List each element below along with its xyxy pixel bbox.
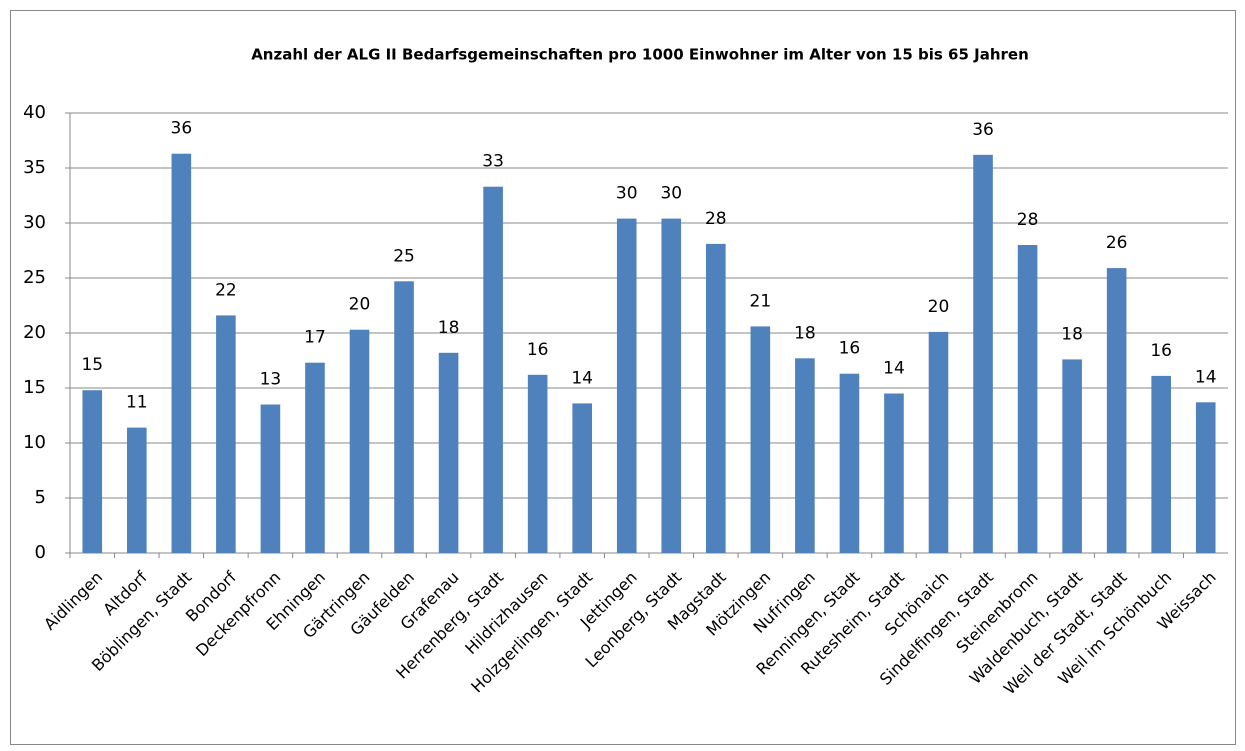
value-label: 14 [883, 359, 905, 379]
value-label: 17 [304, 328, 326, 348]
bar [483, 186, 503, 553]
bar [839, 373, 860, 553]
value-label: 14 [571, 368, 593, 388]
y-tick-label: 30 [23, 212, 46, 233]
value-label: 18 [794, 323, 816, 343]
value-label: 25 [393, 246, 415, 266]
value-label: 13 [260, 370, 282, 390]
bar [795, 358, 815, 553]
bar [572, 403, 592, 553]
bar [1151, 375, 1171, 553]
bar [661, 218, 682, 553]
y-tick-label: 10 [23, 432, 46, 453]
y-tick-label: 5 [35, 487, 46, 508]
value-label: 18 [438, 318, 460, 338]
value-label: 30 [660, 184, 682, 204]
bar [305, 362, 325, 553]
y-tick-label: 20 [23, 322, 46, 343]
bar [1062, 359, 1082, 553]
value-label: 21 [750, 291, 772, 311]
value-label: 14 [1195, 367, 1217, 387]
bar [127, 427, 147, 553]
value-label: 36 [972, 120, 994, 140]
bar [1106, 268, 1127, 553]
bar [750, 326, 771, 553]
y-tick-label: 0 [35, 542, 46, 563]
bar [928, 331, 949, 553]
bar [616, 218, 637, 553]
bar [438, 352, 459, 553]
y-tick-label: 40 [23, 102, 46, 123]
y-tick-label: 15 [23, 377, 46, 398]
value-label: 28 [705, 209, 727, 229]
bar [884, 393, 904, 553]
value-label: 18 [1061, 324, 1083, 344]
value-label: 20 [349, 295, 371, 315]
value-label: 33 [482, 152, 504, 172]
bar [706, 243, 726, 553]
bar [1195, 402, 1216, 553]
bar [82, 390, 103, 553]
value-label: 20 [928, 297, 950, 317]
value-label: 16 [527, 340, 549, 360]
value-label: 30 [616, 184, 638, 204]
bar [1017, 245, 1038, 553]
value-label: 11 [126, 393, 148, 413]
y-tick-label: 25 [23, 267, 46, 288]
bar [171, 153, 192, 553]
chart-title: Anzahl der ALG II Bedarfsgemeinschaften … [251, 46, 1029, 64]
value-label: 22 [215, 280, 237, 300]
value-label: 16 [1150, 341, 1172, 361]
value-label: 15 [81, 355, 103, 375]
value-label: 36 [171, 119, 193, 139]
value-label: 16 [839, 339, 861, 359]
bar [527, 374, 548, 553]
bar [216, 315, 236, 553]
y-tick-label: 35 [23, 157, 46, 178]
bar [394, 281, 414, 553]
bar [260, 404, 281, 553]
bar [973, 154, 993, 554]
bar [349, 329, 370, 553]
value-label: 28 [1017, 210, 1039, 230]
value-label: 26 [1106, 233, 1128, 253]
